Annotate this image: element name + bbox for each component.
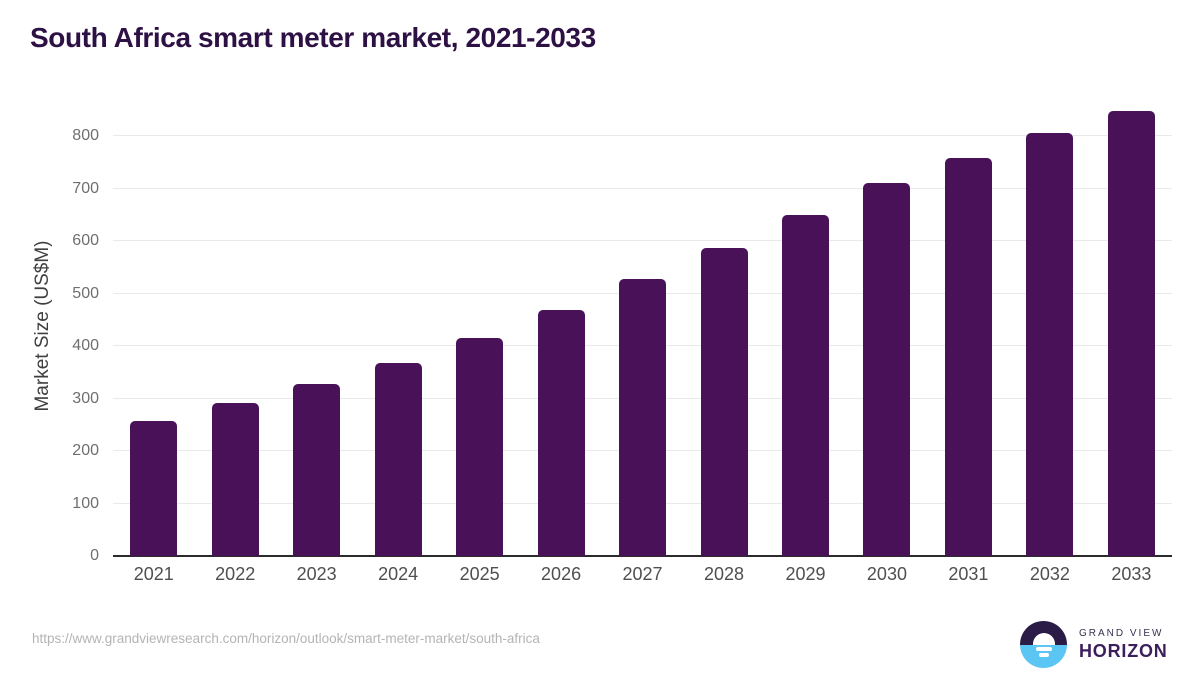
bar-band: [602, 100, 683, 556]
y-tick-label: 200: [72, 442, 99, 459]
y-tick-label: 700: [72, 179, 99, 197]
bar-2028: [700, 248, 748, 556]
x-tick-label: 2027: [622, 564, 663, 584]
x-axis-line: [113, 555, 1172, 557]
x-tick-label: 2021: [133, 564, 174, 584]
sunrise-horizon-icon: [1020, 621, 1067, 668]
logo-product-name: HORIZON: [1079, 640, 1168, 661]
bar-2029: [781, 215, 829, 556]
bar-band: [928, 100, 1009, 556]
bar-2021: [130, 420, 178, 556]
chart-title: South Africa smart meter market, 2021-20…: [30, 22, 596, 53]
y-tick-label: 400: [72, 337, 99, 354]
x-tick-label: 2032: [1029, 564, 1070, 584]
bar-2024: [374, 362, 422, 556]
bar-band: [113, 100, 194, 556]
x-tick-label: 2026: [541, 564, 582, 584]
bar-band: [439, 100, 520, 556]
logo-reflection-dash: [1035, 647, 1052, 651]
source-url: https://www.grandviewresearch.com/horizo…: [32, 631, 540, 646]
bar-2025: [456, 338, 504, 556]
x-tick-label: 2025: [459, 564, 500, 584]
x-tick-label: 2030: [866, 564, 907, 584]
bar-2033: [1107, 110, 1155, 556]
x-tick-label: 2029: [785, 564, 826, 584]
bar-2032: [1026, 132, 1074, 556]
y-tick-label: 800: [72, 127, 99, 144]
gridline: [113, 135, 1172, 136]
x-tick-label: 2031: [948, 564, 989, 584]
gridline: [113, 187, 1172, 189]
x-tick-label: 2028: [703, 564, 745, 584]
bar-band: [846, 100, 927, 556]
y-tick-label: 500: [72, 284, 99, 302]
bar-band: [765, 100, 846, 556]
bar-band: [1009, 100, 1090, 556]
bar-band: [683, 100, 764, 556]
x-tick-label: 2024: [378, 564, 419, 584]
logo-wordmark: GRAND VIEW HORIZON: [1079, 628, 1168, 662]
bar-band: [520, 100, 601, 556]
plot-area: [113, 100, 1172, 557]
logo-reflection-dash: [1038, 653, 1049, 657]
bar-band: [276, 100, 357, 556]
bar-2022: [211, 403, 259, 556]
gridline: [113, 240, 1172, 241]
bar-series: [113, 100, 1172, 556]
y-axis-tick-labels: 0 100 200 300 400 500 600 700 800: [0, 100, 99, 564]
bar-2027: [619, 279, 667, 556]
logo-sun-dome: [1032, 632, 1055, 645]
grandview-horizon-logo: GRAND VIEW HORIZON: [1020, 621, 1168, 668]
x-tick-label: 2022: [215, 564, 256, 584]
bar-band: [1091, 100, 1172, 556]
y-tick-label: 100: [72, 494, 99, 512]
x-tick-label: 2033: [1111, 564, 1152, 584]
bar-2030: [863, 183, 911, 556]
bar-band: [194, 100, 275, 556]
bar-2023: [293, 384, 341, 556]
bar-2031: [944, 158, 992, 556]
x-tick-label: 2023: [296, 564, 337, 584]
bar-2026: [537, 310, 585, 556]
y-tick-label: 0: [90, 547, 99, 564]
bar-band: [357, 100, 438, 556]
x-axis-tick-labels: 2021 2022 2023 2024 2025 2026 2027 2028 2029 2030…: [113, 564, 1172, 585]
y-tick-label: 600: [72, 232, 99, 249]
y-tick-label: 300: [72, 389, 99, 407]
logo-brand-name: GRAND VIEW: [1079, 627, 1164, 639]
